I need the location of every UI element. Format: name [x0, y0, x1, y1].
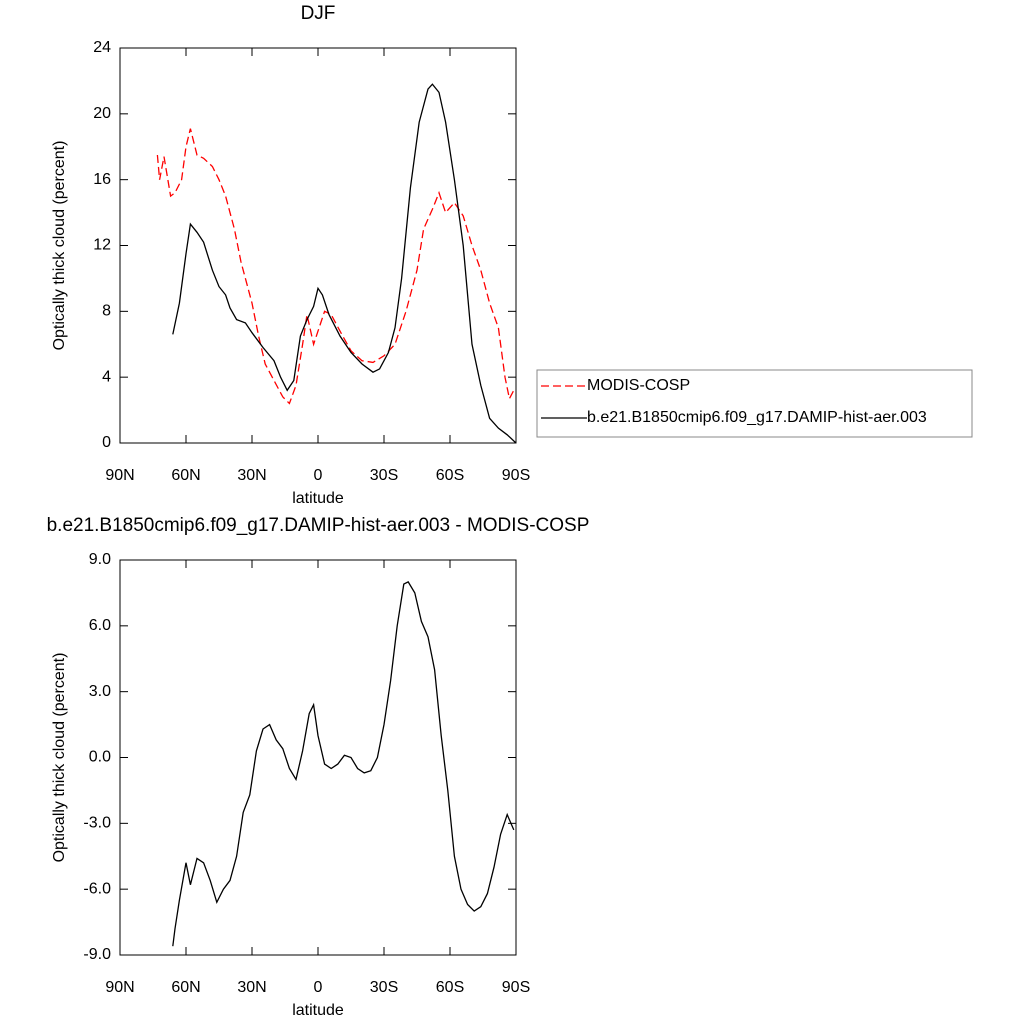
data-line [172, 83, 517, 444]
x-axis-label: latitude [292, 490, 344, 507]
y-tick-label: 24 [93, 39, 111, 56]
x-tick-label: 0 [314, 979, 323, 996]
x-tick-label: 60S [436, 467, 464, 484]
x-axis-label: latitude [292, 1002, 344, 1019]
y-tick-label: -9.0 [83, 946, 111, 963]
x-tick-label: 0 [314, 467, 323, 484]
y-tick-label: 4 [102, 368, 111, 385]
y-tick-label: 6.0 [89, 617, 111, 634]
y-tick-label: 8 [102, 303, 111, 320]
chart-title: b.e21.B1850cmip6.f09_g17.DAMIP-hist-aer.… [47, 515, 590, 536]
y-tick-label: 20 [93, 105, 111, 122]
y-tick-label: 16 [93, 171, 111, 188]
y-tick-label: 12 [93, 237, 111, 254]
x-tick-label: 90N [105, 979, 134, 996]
plot-frame [119, 47, 517, 444]
y-tick-label: 0.0 [89, 749, 111, 766]
legend-label: b.e21.B1850cmip6.f09_g17.DAMIP-hist-aer.… [587, 409, 927, 426]
x-tick-label: 30N [237, 467, 266, 484]
x-tick-label: 60N [171, 467, 200, 484]
legend-box [536, 369, 973, 438]
legend-label: MODIS-COSP [587, 377, 690, 394]
y-axis-label: Optically thick cloud (percent) [51, 141, 68, 351]
y-tick-label: 0 [102, 434, 111, 451]
y-tick-label: 9.0 [89, 551, 111, 568]
data-line [156, 128, 515, 405]
x-tick-label: 30S [370, 979, 398, 996]
y-tick-label: -3.0 [83, 815, 111, 832]
chart-title: DJF [301, 3, 336, 24]
y-tick-label: -6.0 [83, 880, 111, 897]
x-tick-label: 30N [237, 979, 266, 996]
x-tick-label: 30S [370, 467, 398, 484]
x-tick-label: 60S [436, 979, 464, 996]
plot-frame [119, 559, 517, 956]
x-tick-label: 60N [171, 979, 200, 996]
y-axis-label: Optically thick cloud (percent) [51, 653, 68, 863]
x-tick-label: 90N [105, 467, 134, 484]
x-tick-label: 90S [502, 467, 530, 484]
y-tick-label: 3.0 [89, 683, 111, 700]
data-line [172, 581, 515, 947]
x-tick-label: 90S [502, 979, 530, 996]
